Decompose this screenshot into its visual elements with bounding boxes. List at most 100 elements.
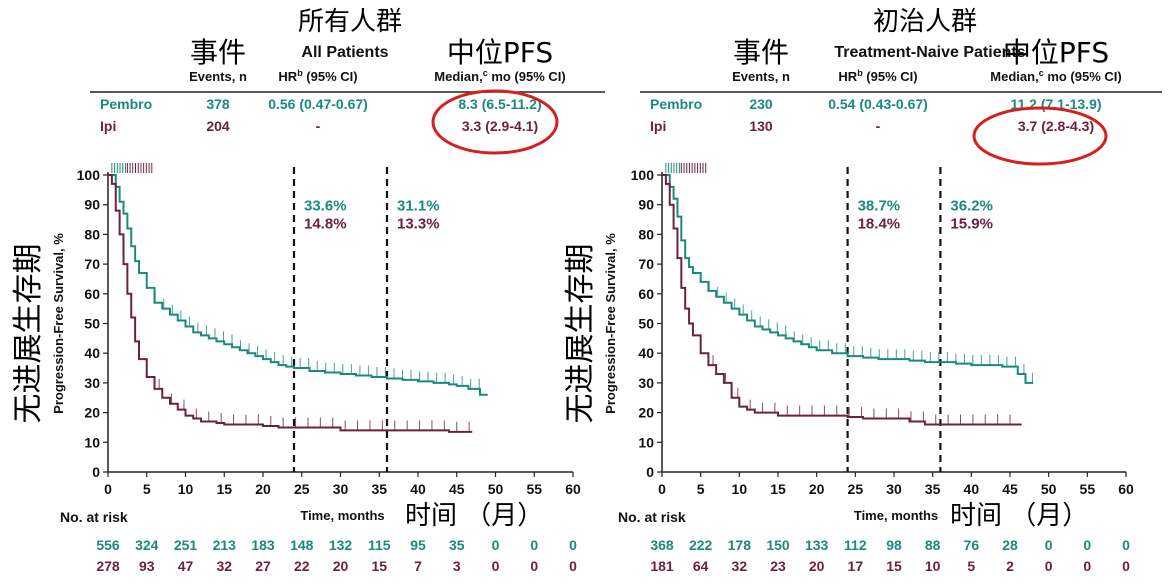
table-hr: 0.56 (0.47-0.67) bbox=[268, 96, 368, 112]
y-axis-title-cn: 无进展生存期 bbox=[563, 244, 598, 424]
x-axis-title: Time, months bbox=[300, 508, 384, 523]
at-risk-ipi: 0 bbox=[1045, 558, 1053, 574]
landmark-pembro-pct: 38.7% bbox=[858, 198, 901, 215]
at-risk-pembro: 324 bbox=[135, 537, 159, 553]
at-risk-ipi: 10 bbox=[925, 558, 941, 574]
x-tick-label: 60 bbox=[565, 481, 581, 497]
y-tick-label: 0 bbox=[646, 464, 654, 480]
at-risk-ipi: 32 bbox=[732, 558, 748, 574]
median-header-cn: 中位PFS bbox=[1003, 36, 1109, 69]
at-risk-ipi: 20 bbox=[809, 558, 825, 574]
at-risk-label: No. at risk bbox=[60, 509, 128, 525]
median-highlight-circle bbox=[431, 89, 559, 155]
at-risk-pembro: 0 bbox=[569, 537, 577, 553]
y-tick-label: 50 bbox=[84, 316, 100, 332]
km-curve-pembro bbox=[662, 174, 1034, 384]
km-curve-pembro bbox=[108, 174, 488, 396]
at-risk-ipi: 47 bbox=[178, 558, 194, 574]
censor-marks-ipi bbox=[700, 343, 1011, 425]
y-tick-label: 40 bbox=[638, 345, 654, 361]
at-risk-ipi: 93 bbox=[139, 558, 155, 574]
x-tick-label: 10 bbox=[732, 481, 748, 497]
table-arm-ipi: Ipi bbox=[650, 118, 666, 134]
table-events: 204 bbox=[206, 118, 230, 134]
table-arm-ipi: Ipi bbox=[100, 118, 116, 134]
y-tick-label: 90 bbox=[638, 197, 654, 213]
km-curve-ipi bbox=[108, 174, 473, 433]
panel-title: All Patients bbox=[301, 44, 388, 61]
at-risk-ipi: 181 bbox=[650, 558, 674, 574]
at-risk-ipi: 5 bbox=[967, 558, 975, 574]
x-tick-label: 0 bbox=[104, 481, 112, 497]
x-tick-label: 0 bbox=[658, 481, 666, 497]
censor-marks-top-pembro bbox=[665, 163, 680, 173]
at-risk-ipi: 15 bbox=[886, 558, 902, 574]
x-tick-label: 35 bbox=[925, 481, 941, 497]
table-median: 3.7 (2.8-4.3) bbox=[1018, 118, 1094, 134]
censor-marks-pembro bbox=[146, 277, 480, 389]
at-risk-pembro: 178 bbox=[728, 537, 752, 553]
table-hr: - bbox=[876, 118, 881, 134]
y-tick-label: 20 bbox=[638, 405, 654, 421]
table-events: 230 bbox=[749, 96, 773, 112]
x-axis-title: Time, months bbox=[854, 508, 938, 523]
at-risk-pembro: 556 bbox=[96, 537, 120, 553]
y-tick-label: 80 bbox=[638, 226, 654, 242]
at-risk-ipi: 0 bbox=[569, 558, 577, 574]
median-highlight-circle bbox=[972, 106, 1108, 166]
y-tick-label: 0 bbox=[92, 464, 100, 480]
censor-marks-pembro bbox=[700, 271, 1033, 383]
at-risk-pembro: 98 bbox=[886, 537, 902, 553]
y-tick-label: 60 bbox=[638, 286, 654, 302]
at-risk-pembro: 213 bbox=[213, 537, 237, 553]
events-header-cn: 事件 bbox=[733, 36, 789, 69]
at-risk-pembro: 76 bbox=[964, 537, 980, 553]
y-tick-label: 100 bbox=[631, 167, 655, 183]
x-tick-label: 40 bbox=[410, 481, 426, 497]
y-axis-title: Progression-Free Survival, % bbox=[51, 233, 66, 414]
at-risk-ipi: 0 bbox=[1122, 558, 1130, 574]
table-events: 378 bbox=[206, 96, 230, 112]
table-arm-pembro: Pembro bbox=[650, 96, 702, 112]
x-tick-label: 5 bbox=[697, 481, 705, 497]
x-tick-label: 60 bbox=[1118, 481, 1134, 497]
at-risk-pembro: 148 bbox=[290, 537, 314, 553]
at-risk-pembro: 368 bbox=[650, 537, 674, 553]
y-tick-label: 20 bbox=[84, 405, 100, 421]
at-risk-pembro: 115 bbox=[368, 537, 391, 553]
y-tick-label: 100 bbox=[77, 167, 101, 183]
panel-title: Treatment-Naive Patients bbox=[834, 44, 1025, 61]
y-tick-label: 60 bbox=[84, 286, 100, 302]
at-risk-ipi: 0 bbox=[492, 558, 500, 574]
x-tick-label: 55 bbox=[526, 481, 542, 497]
censor-marks-top-ipi bbox=[126, 163, 153, 173]
at-risk-pembro: 0 bbox=[1083, 537, 1091, 553]
at-risk-ipi: 23 bbox=[770, 558, 786, 574]
at-risk-pembro: 35 bbox=[449, 537, 465, 553]
x-tick-label: 55 bbox=[1080, 481, 1096, 497]
hr-header: HRb (95% CI) bbox=[278, 68, 357, 84]
at-risk-pembro: 0 bbox=[530, 537, 538, 553]
at-risk-pembro: 222 bbox=[689, 537, 713, 553]
median-header: Median,c mo (95% CI) bbox=[434, 68, 565, 84]
events-header: Events, n bbox=[732, 69, 790, 84]
censor-marks-top-ipi bbox=[680, 163, 707, 173]
at-risk-pembro: 88 bbox=[925, 537, 941, 553]
at-risk-label: No. at risk bbox=[618, 509, 686, 525]
at-risk-pembro: 0 bbox=[1122, 537, 1130, 553]
x-tick-label: 40 bbox=[964, 481, 980, 497]
x-tick-label: 20 bbox=[255, 481, 271, 497]
at-risk-ipi: 17 bbox=[848, 558, 864, 574]
x-tick-label: 15 bbox=[216, 481, 232, 497]
table-events: 130 bbox=[749, 118, 773, 134]
events-header-cn: 事件 bbox=[190, 36, 246, 69]
y-tick-label: 10 bbox=[84, 434, 100, 450]
at-risk-ipi: 15 bbox=[371, 558, 387, 574]
at-risk-pembro: 251 bbox=[174, 537, 198, 553]
hr-header: HRb (95% CI) bbox=[838, 68, 917, 84]
landmark-ipi-pct: 18.4% bbox=[858, 215, 901, 232]
x-tick-label: 50 bbox=[488, 481, 504, 497]
